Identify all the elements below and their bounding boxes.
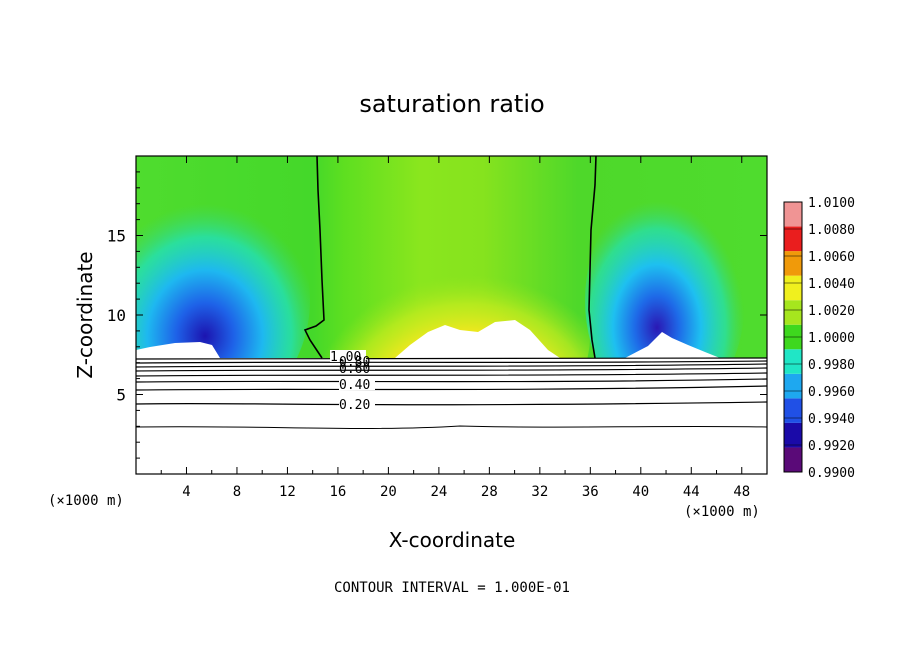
colorbar-swatch [784, 202, 802, 227]
contour-label-0-40: 0.40 [339, 378, 370, 393]
y-axis-ticks: 5 10 15 [107, 171, 767, 459]
contour-label-0-80: 0.80 [339, 355, 370, 370]
colorbar-label: 0.9960 [808, 385, 855, 400]
terrain-left [136, 342, 220, 358]
colorbar-label: 1.0040 [808, 277, 855, 292]
saturation-contour [303, 156, 597, 359]
x-tick-label: 20 [380, 484, 397, 500]
colorbar-swatch [784, 251, 802, 276]
x-tick-label: 28 [481, 484, 498, 500]
x-tick-label: 16 [329, 484, 346, 500]
terrain-right [625, 332, 720, 358]
y-tick-label: 5 [116, 386, 126, 405]
x-tick-label: 24 [430, 484, 447, 500]
x-unit-label-right: (×1000 m) [684, 504, 760, 520]
colorbar-label: 1.0020 [808, 304, 855, 319]
x-tick-label: 4 [182, 484, 190, 500]
colorbar-swatch [784, 300, 802, 325]
contour-lines [136, 357, 767, 429]
x-unit-label-left: (×1000 m) [48, 493, 124, 509]
colorbar-label: 1.0060 [808, 250, 855, 265]
x-tick-label: 48 [733, 484, 750, 500]
lower-region [136, 358, 767, 474]
x-axis-label: X-coordinate [389, 528, 516, 552]
colorbar: 1.0100 1.0080 1.0060 1.0040 1.0020 1.0000 0.99… [783, 196, 855, 481]
colorbar-label: 0.9920 [808, 439, 855, 454]
y-axis-label: Z-coordinate [73, 251, 97, 378]
contour-label-0-60: 0.60 [339, 362, 370, 377]
colorbar-label: 0.9940 [808, 412, 855, 427]
colorbar-swatch [784, 349, 802, 374]
x-tick-label: 44 [683, 484, 700, 500]
contour-labels: 1.00 0.80 0.60 0.40 0.20 [330, 350, 375, 413]
chart-title: saturation ratio [359, 90, 544, 118]
x-tick-label: 36 [582, 484, 599, 500]
colorbar-label: 0.9980 [808, 358, 855, 373]
colorbar-swatch [784, 447, 802, 472]
colorbar-label: 1.0080 [808, 223, 855, 238]
contour-label-1-00: 1.00 [330, 350, 361, 365]
y-tick-label: 15 [107, 227, 126, 246]
contour-field [136, 156, 767, 474]
colorbar-swatch [784, 373, 802, 399]
contour-label-0-20: 0.20 [339, 398, 370, 413]
colorbar-label: 0.9900 [808, 466, 855, 481]
colorbar-label: 1.0100 [808, 196, 855, 211]
colorbar-swatch [784, 398, 802, 423]
x-tick-label: 8 [233, 484, 241, 500]
colorbar-swatch [784, 422, 802, 448]
x-tick-label: 12 [279, 484, 296, 500]
contour-interval-text: CONTOUR INTERVAL = 1.000E-01 [334, 580, 570, 596]
colorbar-swatch [784, 275, 802, 301]
y-tick-label: 10 [107, 306, 126, 325]
cloud-base-center [395, 320, 560, 358]
colorbar-label: 1.0000 [808, 331, 855, 346]
x-tick-label: 32 [531, 484, 548, 500]
colorbar-swatch [784, 226, 802, 252]
x-axis-ticks: 4 8 12 16 20 24 28 32 36 40 44 48 [160, 156, 750, 500]
x-tick-label: 40 [632, 484, 649, 500]
